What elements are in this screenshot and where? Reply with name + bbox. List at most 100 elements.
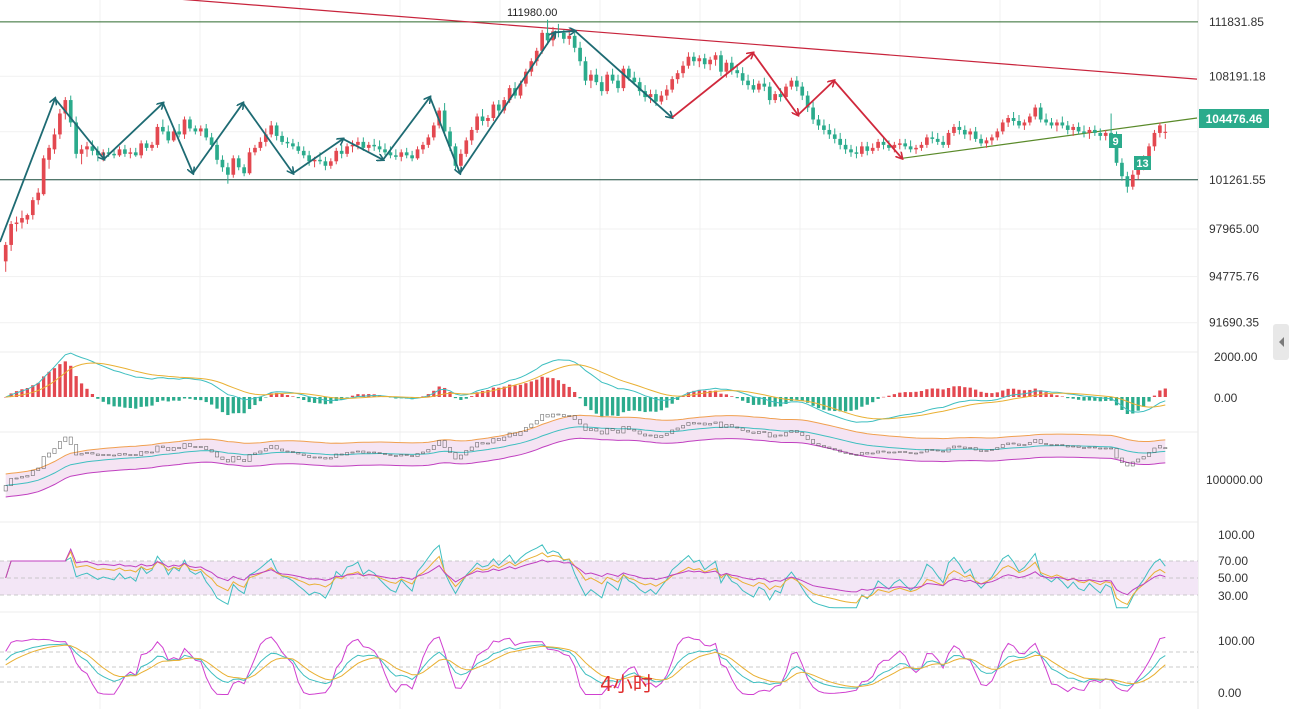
macd-histogram-bar <box>1087 397 1092 401</box>
wave-paths <box>0 31 902 243</box>
bollinger-candle <box>529 423 534 428</box>
rsi-tick-label: 30.00 <box>1218 589 1248 603</box>
bollinger-candle <box>762 431 767 433</box>
candle-body <box>784 86 788 98</box>
bollinger-candle <box>1125 462 1130 467</box>
candle-body <box>697 58 702 62</box>
macd-histogram-bar <box>188 397 192 399</box>
candle-body <box>421 144 425 150</box>
bollinger-candle <box>491 438 496 444</box>
macd-histogram-bar <box>237 397 241 414</box>
macd-histogram-bar <box>1147 397 1151 402</box>
rsi-tick-label: 100.00 <box>1218 528 1255 542</box>
bollinger-candle <box>800 432 805 436</box>
candle-body <box>887 144 891 148</box>
candle-body <box>399 152 404 157</box>
macd-histogram-bar <box>1049 394 1054 397</box>
candle-body <box>253 147 257 153</box>
kdj-d-line <box>5 644 1166 688</box>
candle-body <box>1163 131 1168 133</box>
kdj-k-line <box>5 643 1166 689</box>
bollinger-candle <box>220 456 225 460</box>
candle-body <box>708 59 712 65</box>
bollinger-candle <box>204 446 209 450</box>
macd-histogram-bar <box>545 377 550 397</box>
macd-histogram-bar <box>63 361 67 397</box>
current-price-tag-bg <box>1199 109 1269 128</box>
macd-histogram-bar <box>459 397 463 400</box>
macd-histogram-bar <box>659 397 663 411</box>
bollinger-candle <box>225 459 230 463</box>
candle-body <box>388 152 393 156</box>
macd-histogram-bar <box>74 376 78 397</box>
macd-histogram-bar <box>518 384 523 397</box>
wave-segment <box>342 138 383 160</box>
bollinger-candle <box>41 456 46 469</box>
trend-lines <box>0 0 1198 181</box>
candle-body <box>648 94 653 98</box>
bollinger-candle <box>90 452 95 455</box>
bollinger-candle <box>421 451 425 454</box>
bollinger-candle <box>431 445 436 450</box>
candle-body <box>941 141 945 145</box>
bollinger-candle <box>556 413 561 416</box>
candle-body <box>410 155 414 159</box>
bollinger-candle <box>47 452 51 458</box>
bollinger-candle <box>681 425 685 429</box>
bollinger-candle <box>1082 447 1086 449</box>
wave-segment <box>0 99 55 243</box>
collapse-arrow-icon[interactable] <box>1279 337 1284 347</box>
candle-body <box>800 86 805 96</box>
current-price-value: 104476.46 <box>1206 112 1263 126</box>
macd-histogram-bar <box>1082 397 1086 401</box>
candle-body <box>930 137 935 139</box>
bollinger-candle <box>735 426 740 429</box>
candle-body <box>995 131 1000 138</box>
bollinger-candle <box>843 451 848 454</box>
candle-body <box>860 146 864 154</box>
bollinger-candle <box>654 434 658 438</box>
bollinger-candle <box>112 454 116 457</box>
macd-histogram-bar <box>25 388 30 397</box>
macd-histogram-bar <box>941 389 945 397</box>
candle-body <box>226 167 230 175</box>
candle-body <box>686 56 691 66</box>
macd-histogram-bar <box>573 392 577 397</box>
candle-body <box>486 117 490 121</box>
bollinger-candle <box>1152 447 1157 453</box>
macd-histogram-bar <box>681 396 685 397</box>
bollinger-band-fill <box>5 415 1166 497</box>
bollinger-candle <box>794 430 799 433</box>
candle-body <box>301 150 306 156</box>
bollinger-candle <box>648 434 653 437</box>
bollinger-candle <box>95 453 100 456</box>
bollinger-candle <box>296 452 301 455</box>
peak-price-label: 111980.00 <box>507 7 557 19</box>
macd-histogram-bar <box>963 387 967 397</box>
bollinger-candle <box>572 415 577 420</box>
bollinger-candle <box>1109 447 1113 450</box>
macd-histogram-bar <box>914 391 918 397</box>
bollinger-candle <box>366 451 371 454</box>
candle-body <box>876 141 880 148</box>
macd-histogram-bar <box>768 397 772 407</box>
bollinger-candle <box>990 449 994 451</box>
candle-body <box>681 65 685 74</box>
macd-histogram-bar <box>96 397 100 399</box>
bollinger-candle <box>1065 445 1070 448</box>
kdj-tick-label: 0.00 <box>1218 686 1242 700</box>
candle-body <box>773 94 777 101</box>
bollinger-lower <box>5 437 1166 498</box>
candle-body <box>1076 126 1081 132</box>
candle-body <box>979 138 983 144</box>
bollinger-middle <box>5 426 1166 486</box>
candle-body <box>914 147 918 150</box>
macd-histogram-bar <box>1158 390 1162 397</box>
price-tick-label: 111831.85 <box>1209 15 1264 29</box>
candle-body <box>1093 129 1097 133</box>
candle-body <box>323 161 328 166</box>
macd-histogram-bar <box>632 397 636 411</box>
candle-body <box>984 140 989 144</box>
bollinger-upper <box>5 414 1166 475</box>
candle-body <box>296 146 301 151</box>
